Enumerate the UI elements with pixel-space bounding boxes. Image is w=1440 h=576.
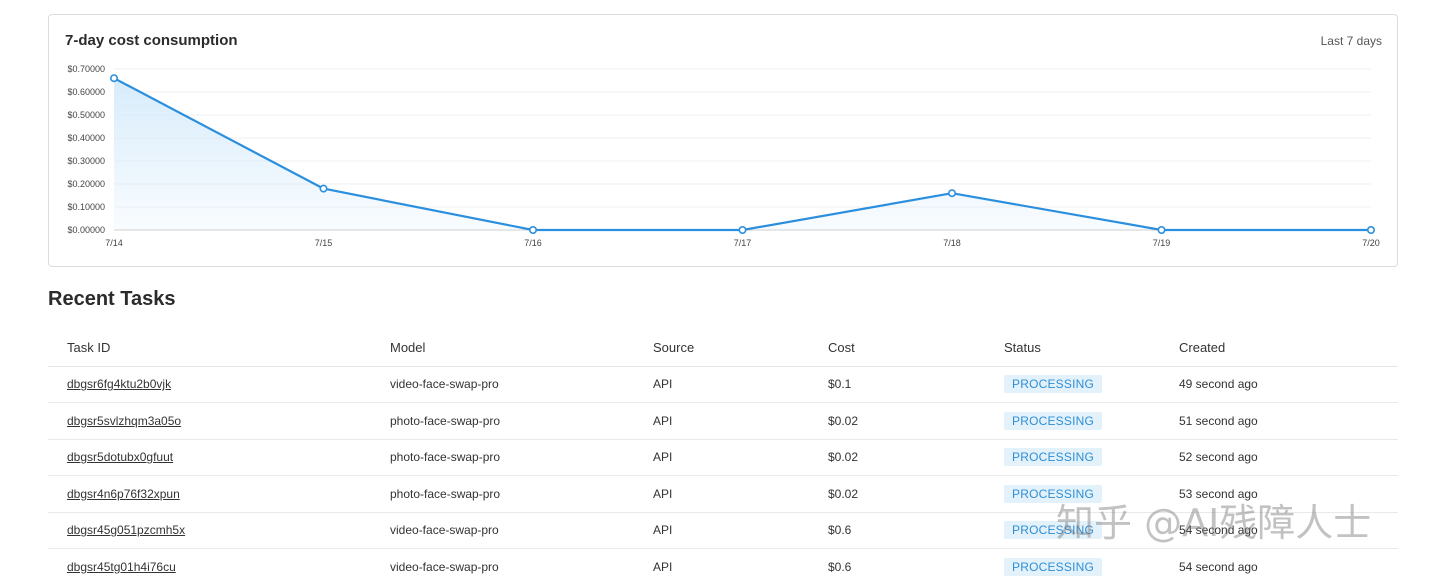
column-header-created: Created	[1179, 329, 1398, 367]
task-created: 52 second ago	[1179, 439, 1398, 476]
task-model: photo-face-swap-pro	[390, 475, 653, 513]
task-created: 51 second ago	[1179, 402, 1398, 440]
column-header-source: Source	[653, 329, 828, 367]
column-header-model: Model	[390, 329, 653, 367]
task-cost: $0.02	[828, 439, 1004, 476]
data-point	[528, 226, 537, 235]
status-badge: PROCESSING	[1004, 411, 1103, 430]
task-id-link[interactable]: dbgsr45tg01h4i76cu	[67, 559, 176, 574]
x-tick-label: 7/17	[734, 238, 752, 248]
y-tick-label: $0.20000	[67, 179, 105, 189]
table-row: dbgsr5dotubx0gfuut photo-face-swap-pro A…	[48, 439, 1398, 476]
data-point	[1367, 226, 1376, 235]
table-row: dbgsr45tg01h4i76cu video-face-swap-pro A…	[48, 548, 1398, 576]
data-point	[109, 74, 118, 83]
task-id-link[interactable]: dbgsr4n6p76f32xpun	[67, 486, 180, 501]
task-created: 54 second ago	[1179, 512, 1398, 549]
cost-chart-card: $0.00000 $0.10000 $0.20000 $0.30000 $0.40000…	[48, 14, 1398, 267]
task-created: 54 second ago	[1179, 548, 1398, 576]
x-tick-label: 7/20	[1362, 238, 1380, 248]
task-source: API	[653, 548, 828, 576]
recent-tasks-title: Recent Tasks	[48, 288, 176, 310]
data-point	[319, 184, 328, 193]
column-header-status: Status	[1004, 329, 1179, 367]
x-tick-label: 7/19	[1153, 238, 1171, 248]
chart-range-label: Last 7 days	[1320, 34, 1382, 48]
column-header-cost: Cost	[828, 329, 1004, 367]
status-badge: PROCESSING	[1004, 375, 1103, 394]
status-badge: PROCESSING	[1004, 521, 1103, 540]
data-point	[738, 226, 747, 235]
task-created: 49 second ago	[1179, 366, 1398, 403]
task-model: video-face-swap-pro	[390, 512, 653, 549]
status-badge: PROCESSING	[1004, 557, 1103, 576]
task-id-link[interactable]: dbgsr5dotubx0gfuut	[67, 450, 174, 465]
task-model: video-face-swap-pro	[390, 548, 653, 576]
chart-title: 7-day cost consumption	[65, 32, 238, 49]
task-id-link[interactable]: dbgsr45g051pzcmh5x	[67, 523, 186, 538]
task-cost: $0.02	[828, 402, 1004, 440]
table-row: dbgsr45g051pzcmh5x video-face-swap-pro A…	[48, 512, 1398, 549]
table-row: dbgsr5svlzhqm3a05o photo-face-swap-pro A…	[48, 402, 1398, 440]
y-tick-label: $0.10000	[67, 202, 105, 212]
task-cost: $0.6	[828, 548, 1004, 576]
task-source: API	[653, 512, 828, 549]
table-row: dbgsr6fg4ktu2b0vjk video-face-swap-pro A…	[48, 366, 1398, 403]
y-tick-label: $0.60000	[67, 87, 105, 97]
x-tick-label: 7/16	[524, 238, 542, 248]
recent-tasks-table: Task ID Model Source Cost Status Created…	[48, 329, 1398, 576]
status-badge: PROCESSING	[1004, 484, 1103, 503]
table-header-row: Task ID Model Source Cost Status Created	[48, 329, 1398, 367]
task-source: API	[653, 439, 828, 476]
task-source: API	[653, 475, 828, 513]
cost-line-chart: $0.00000 $0.10000 $0.20000 $0.30000 $0.40000…	[67, 64, 1380, 248]
x-tick-label: 7/18	[943, 238, 961, 248]
x-tick-label: 7/14	[105, 238, 123, 248]
task-model: photo-face-swap-pro	[390, 402, 653, 440]
status-badge: PROCESSING	[1004, 448, 1103, 467]
task-source: API	[653, 402, 828, 440]
y-tick-label: $0.70000	[67, 64, 105, 74]
task-source: API	[653, 366, 828, 403]
task-id-link[interactable]: dbgsr6fg4ktu2b0vjk	[67, 377, 172, 392]
data-point	[947, 189, 956, 198]
task-model: photo-face-swap-pro	[390, 439, 653, 476]
y-tick-label: $0.30000	[67, 156, 105, 166]
table-row: dbgsr4n6p76f32xpun photo-face-swap-pro A…	[48, 475, 1398, 513]
y-tick-label: $0.00000	[67, 225, 105, 235]
data-point	[1157, 226, 1166, 235]
y-tick-label: $0.40000	[67, 133, 105, 143]
task-cost: $0.1	[828, 366, 1004, 403]
task-cost: $0.02	[828, 475, 1004, 513]
task-model: video-face-swap-pro	[390, 366, 653, 403]
series-area	[114, 78, 1371, 230]
y-tick-label: $0.50000	[67, 110, 105, 120]
task-created: 53 second ago	[1179, 475, 1398, 513]
x-tick-label: 7/15	[315, 238, 333, 248]
task-id-link[interactable]: dbgsr5svlzhqm3a05o	[67, 413, 182, 428]
column-header-task-id: Task ID	[48, 329, 390, 367]
watermark: 知乎 @AI残障人士	[1056, 501, 1372, 545]
task-cost: $0.6	[828, 512, 1004, 549]
